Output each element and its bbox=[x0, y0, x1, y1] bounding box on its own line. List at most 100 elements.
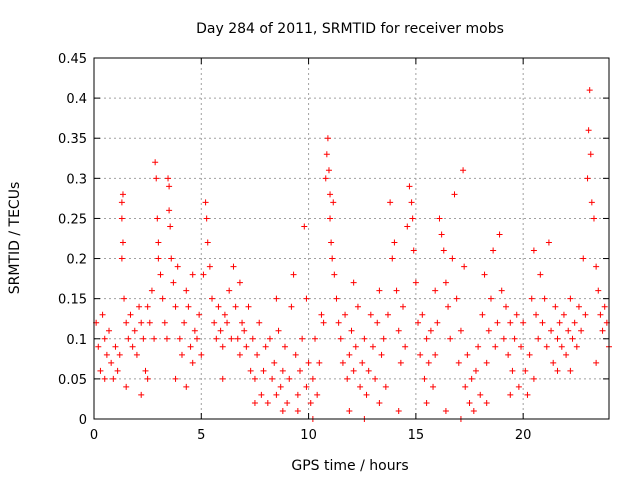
data-point bbox=[515, 383, 522, 390]
data-point bbox=[563, 351, 570, 358]
data-point bbox=[494, 319, 501, 326]
data-point bbox=[582, 311, 589, 318]
data-point bbox=[462, 383, 469, 390]
data-point bbox=[419, 311, 426, 318]
data-point bbox=[138, 391, 145, 398]
data-point bbox=[273, 391, 280, 398]
data-point bbox=[457, 327, 464, 334]
data-point bbox=[464, 351, 471, 358]
data-point bbox=[307, 399, 314, 406]
data-point bbox=[357, 383, 364, 390]
y-axis-title: SRMTID / TECUs bbox=[7, 182, 23, 295]
data-point bbox=[402, 343, 409, 350]
data-point bbox=[215, 303, 222, 310]
x-tick-label: 15 bbox=[408, 428, 425, 443]
data-point bbox=[350, 367, 357, 374]
data-point bbox=[239, 319, 246, 326]
data-point bbox=[597, 311, 604, 318]
data-point bbox=[294, 407, 301, 414]
data-point bbox=[101, 375, 108, 382]
data-point bbox=[324, 135, 331, 142]
data-point bbox=[213, 335, 220, 342]
data-point bbox=[221, 311, 228, 318]
data-point bbox=[498, 287, 505, 294]
y-tick-label: 0.45 bbox=[58, 52, 87, 67]
data-point bbox=[245, 303, 252, 310]
data-point bbox=[258, 391, 265, 398]
data-point bbox=[511, 335, 518, 342]
data-point bbox=[421, 375, 428, 382]
data-point bbox=[466, 399, 473, 406]
data-point bbox=[312, 335, 319, 342]
data-point bbox=[254, 351, 261, 358]
data-point bbox=[273, 295, 280, 302]
data-point bbox=[447, 335, 454, 342]
data-point bbox=[209, 295, 216, 302]
data-point bbox=[114, 367, 121, 374]
data-point bbox=[144, 375, 151, 382]
data-point bbox=[251, 399, 258, 406]
data-point bbox=[569, 335, 576, 342]
data-point bbox=[530, 375, 537, 382]
y-tick-label: 0.25 bbox=[58, 212, 87, 227]
data-point bbox=[578, 327, 585, 334]
data-point bbox=[256, 319, 263, 326]
data-point bbox=[194, 335, 200, 342]
data-point bbox=[430, 383, 437, 390]
data-point bbox=[483, 359, 490, 366]
data-point bbox=[560, 311, 567, 318]
data-point bbox=[331, 271, 338, 278]
y-tick-label: 0.15 bbox=[58, 293, 87, 308]
data-point bbox=[219, 375, 226, 382]
data-point bbox=[281, 343, 288, 350]
data-point bbox=[451, 191, 458, 198]
data-point bbox=[174, 263, 181, 270]
data-point bbox=[449, 255, 456, 262]
data-point bbox=[125, 335, 132, 342]
data-point bbox=[236, 351, 243, 358]
data-point bbox=[545, 239, 552, 246]
data-point bbox=[528, 295, 535, 302]
data-point bbox=[172, 375, 179, 382]
data-point bbox=[155, 239, 162, 246]
data-point bbox=[228, 335, 235, 342]
data-point bbox=[136, 303, 143, 310]
data-point bbox=[524, 391, 531, 398]
data-point bbox=[288, 303, 295, 310]
data-point bbox=[176, 335, 183, 342]
data-point bbox=[395, 327, 402, 334]
data-point bbox=[236, 279, 243, 286]
data-point bbox=[279, 407, 286, 414]
data-point bbox=[409, 215, 416, 222]
data-point bbox=[520, 319, 527, 326]
data-point bbox=[337, 335, 344, 342]
data-point bbox=[425, 359, 432, 366]
data-point bbox=[320, 319, 327, 326]
y-axis: 0 0.05 0.1 0.15 0.2 0.25 0.3 0.35 0.4 0.45 bbox=[58, 52, 609, 428]
data-point bbox=[200, 271, 207, 278]
data-point bbox=[359, 359, 366, 366]
data-point bbox=[389, 255, 396, 262]
data-point bbox=[284, 399, 291, 406]
data-point bbox=[518, 343, 525, 350]
data-point bbox=[110, 375, 117, 382]
data-point bbox=[554, 367, 561, 374]
data-point bbox=[159, 295, 166, 302]
data-point bbox=[165, 175, 172, 182]
data-point bbox=[219, 343, 226, 350]
data-point bbox=[503, 303, 509, 310]
data-point bbox=[234, 335, 241, 342]
data-point bbox=[333, 295, 340, 302]
x-axis: 0 5 10 15 20 bbox=[90, 58, 531, 443]
data-point bbox=[103, 351, 110, 358]
data-point bbox=[496, 231, 503, 238]
data-point bbox=[123, 383, 130, 390]
data-point bbox=[552, 303, 559, 310]
data-point bbox=[404, 223, 411, 230]
data-point bbox=[127, 311, 134, 318]
data-point bbox=[249, 335, 256, 342]
data-point bbox=[189, 271, 196, 278]
data-point bbox=[573, 343, 580, 350]
data-point bbox=[339, 359, 346, 366]
data-point bbox=[567, 295, 574, 302]
